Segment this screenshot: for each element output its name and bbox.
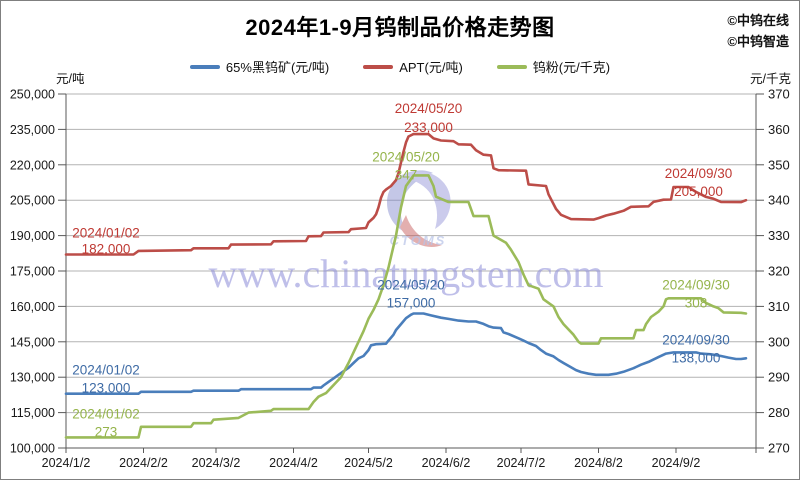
annotation-tungsten-powder-value-4: 347: [395, 167, 418, 182]
x-axis-tick-label: 2024/7/2: [497, 456, 546, 470]
legend: 65%黑钨矿(元/吨) APT(元/吨) 钨粉(元/千克): [1, 57, 799, 76]
watermark-logo-swoosh-red: [400, 215, 442, 247]
black-tungsten-ore-line: [64, 312, 748, 396]
x-axis-tick-label: 2024/9/2: [652, 456, 701, 470]
annotation-black-tungsten-ore-value-8: 138,000: [672, 350, 721, 365]
attribution: ©中钨在线 ©中钨智造: [727, 10, 789, 53]
attribution-line-2: ©中钨智造: [727, 34, 789, 50]
right-axis-tick-label: 360: [768, 122, 790, 137]
chart-title: 2024年1-9月钨制品价格走势图: [245, 15, 555, 40]
annotation-apt-value-3: 233,000: [404, 120, 453, 135]
right-axis-tick-label: 310: [768, 299, 790, 314]
annotation-black-tungsten-ore-date-8: 2024/09/30: [662, 332, 730, 347]
annotation-apt-value-6: 205,000: [674, 184, 723, 199]
legend-line-swatch: [189, 64, 220, 69]
x-axis-tick-label: 2024/5/2: [344, 456, 393, 470]
left-axis-tick-label: 175,000: [10, 265, 55, 279]
legend-line-swatch: [496, 64, 527, 69]
annotation-tungsten-powder-date-7: 2024/09/30: [662, 277, 730, 292]
right-axis-tick-label: 290: [768, 370, 790, 385]
attribution-line-1: ©中钨在线: [727, 13, 789, 28]
right-axis-tick-label: 320: [768, 264, 790, 279]
x-axis-tick-label: 2024/8/2: [574, 456, 623, 470]
right-axis-tick-label: 300: [768, 334, 790, 349]
annotation-apt-date-6: 2024/09/30: [665, 166, 733, 181]
annotation-black-tungsten-ore-date-5: 2024/05/20: [377, 278, 445, 293]
left-axis-unit-label: 元/吨: [56, 72, 85, 86]
watermark-logo-swoosh-right: [397, 171, 451, 229]
annotation-black-tungsten-ore-date-1: 2024/01/02: [72, 363, 140, 378]
annotation-apt-value-0: 182,000: [82, 242, 131, 257]
left-axis-tick-label: 250,000: [10, 88, 55, 102]
left-axis-tick-label: 100,000: [10, 442, 55, 456]
left-axis-tick-label: 160,000: [10, 300, 55, 314]
watermark-logo-text: CTOMS: [390, 233, 447, 248]
annotation-black-tungsten-ore-value-1: 123,000: [82, 381, 131, 396]
annotation-tungsten-powder-date-4: 2024/05/20: [372, 149, 440, 164]
x-axis-tick-label: 2024/4/2: [269, 456, 318, 470]
right-axis-tick-label: 280: [768, 405, 790, 420]
right-axis-tick-label: 270: [768, 441, 790, 456]
right-axis-tick-label: 340: [768, 193, 790, 208]
left-axis-tick-label: 130,000: [10, 371, 55, 385]
left-axis-tick-label: 220,000: [10, 158, 55, 172]
tungsten-powder-line: [64, 174, 748, 439]
right-axis-tick-label: 330: [768, 228, 790, 243]
x-axis-tick-label: 2024/6/2: [422, 456, 471, 470]
annotation-tungsten-powder-value-7: 308: [685, 295, 708, 310]
legend-item-2: 钨粉(元/千克): [496, 57, 611, 76]
left-axis-tick-label: 190,000: [10, 229, 55, 243]
left-axis-tick-label: 145,000: [10, 335, 55, 349]
annotation-tungsten-powder-date-2: 2024/01/02: [72, 406, 140, 421]
right-axis-tick-label: 370: [768, 87, 790, 102]
left-axis-tick-label: 235,000: [10, 123, 55, 137]
x-axis-tick-label: 2024/3/2: [192, 456, 241, 470]
legend-label: 钨粉(元/千克): [532, 60, 611, 75]
x-axis-tick-label: 2024/1/2: [42, 456, 91, 470]
left-axis-tick-label: 205,000: [10, 194, 55, 208]
left-axis-tick-label: 115,000: [11, 406, 55, 420]
annotation-black-tungsten-ore-value-5: 157,000: [387, 296, 436, 311]
annotation-tungsten-powder-value-2: 273: [95, 424, 118, 439]
x-axis-tick-label: 2024/2/2: [119, 456, 168, 470]
right-axis-tick-label: 350: [768, 157, 790, 172]
legend-item-1: APT(元/吨): [363, 57, 463, 76]
legend-line-swatch: [363, 64, 394, 69]
apt-line: [64, 132, 748, 256]
right-axis-unit-label: 元/千克: [750, 72, 791, 86]
annotation-apt-date-0: 2024/01/02: [72, 226, 140, 241]
annotation-apt-date-3: 2024/05/20: [395, 101, 463, 116]
legend-label: APT(元/吨): [399, 60, 463, 75]
legend-item-0: 65%黑钨矿(元/吨): [189, 57, 330, 76]
legend-label: 65%黑钨矿(元/吨): [225, 60, 330, 75]
